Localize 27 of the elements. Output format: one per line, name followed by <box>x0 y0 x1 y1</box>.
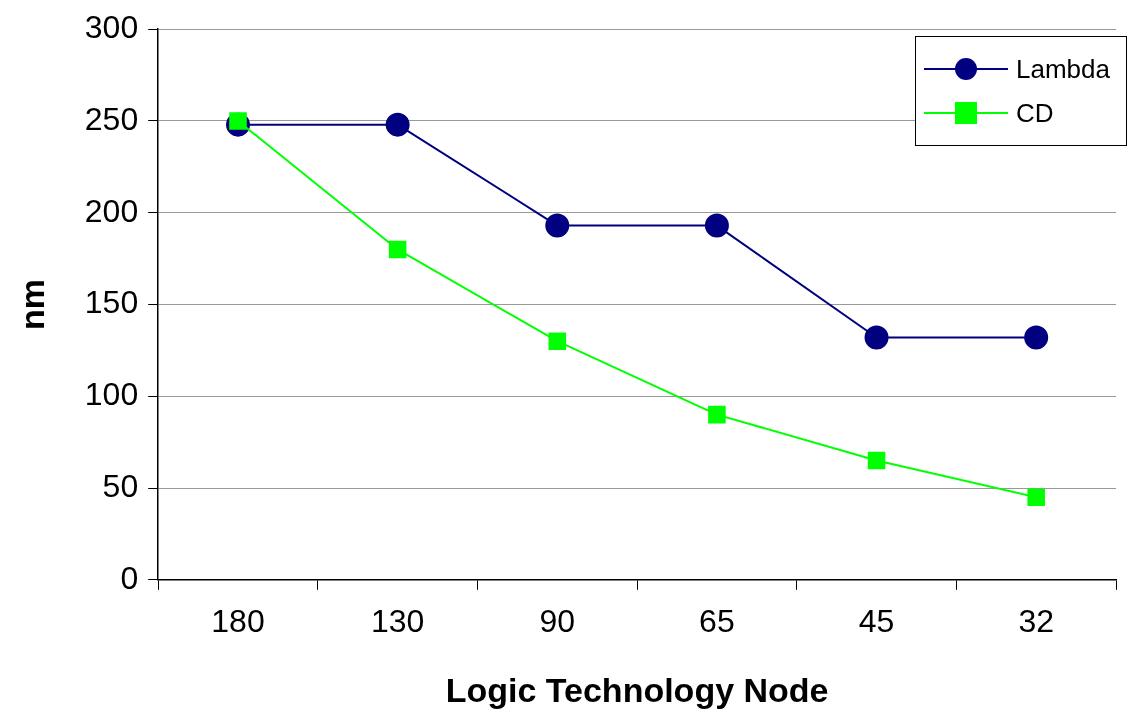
x-tick-label: 65 <box>699 602 735 639</box>
point <box>385 112 410 137</box>
x-tick-label: 180 <box>211 602 265 639</box>
x-tick-label: 90 <box>539 602 576 639</box>
y-tick-label: 300 <box>84 9 139 46</box>
x-tick-label: 45 <box>858 602 895 639</box>
point <box>1027 488 1045 506</box>
legend-label: Lambda <box>1016 53 1110 85</box>
x-tick-label: 130 <box>370 602 425 639</box>
legend-label: CD <box>1016 97 1054 129</box>
y-tick-label: 0 <box>120 559 139 596</box>
point <box>545 213 570 238</box>
point <box>704 213 729 238</box>
point <box>548 332 567 350</box>
point <box>1024 325 1049 350</box>
y-tick-label: 150 <box>84 284 139 321</box>
y-tick-label: 50 <box>102 467 139 504</box>
y-tick-label: 200 <box>84 192 139 229</box>
point <box>867 451 886 470</box>
y-tick-label: 100 <box>84 376 139 413</box>
x-axis-title: Logic Technology Node <box>445 670 829 709</box>
y-axis-title: nm <box>12 279 51 330</box>
point <box>388 240 407 259</box>
point <box>864 325 889 350</box>
point <box>708 405 726 424</box>
y-tick-label: 250 <box>84 100 139 137</box>
x-tick-label: 32 <box>1018 602 1054 639</box>
